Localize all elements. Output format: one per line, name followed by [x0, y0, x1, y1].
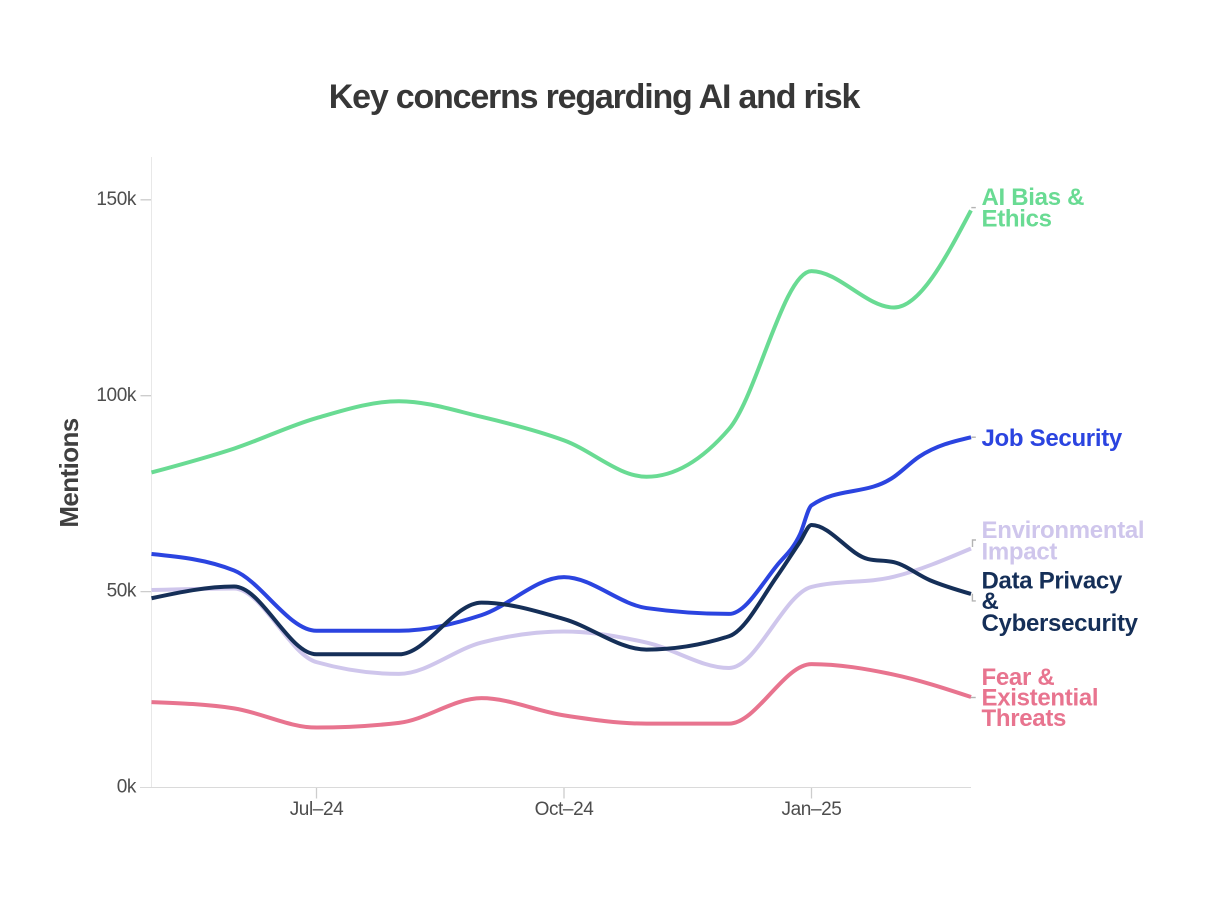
svg-text:100k: 100k — [96, 385, 137, 406]
svg-text:150k: 150k — [96, 189, 137, 210]
svg-text:Key concerns regarding AI and: Key concerns regarding AI and risk — [329, 78, 861, 116]
svg-text:Jul–24: Jul–24 — [290, 799, 344, 820]
svg-text:50k: 50k — [107, 581, 137, 602]
svg-text:Jan–25: Jan–25 — [782, 799, 842, 820]
svg-text:Oct–24: Oct–24 — [535, 799, 595, 820]
svg-text:Mentions: Mentions — [54, 418, 84, 527]
svg-text:0k: 0k — [117, 777, 137, 798]
svg-text:Job Security: Job Security — [982, 425, 1123, 452]
